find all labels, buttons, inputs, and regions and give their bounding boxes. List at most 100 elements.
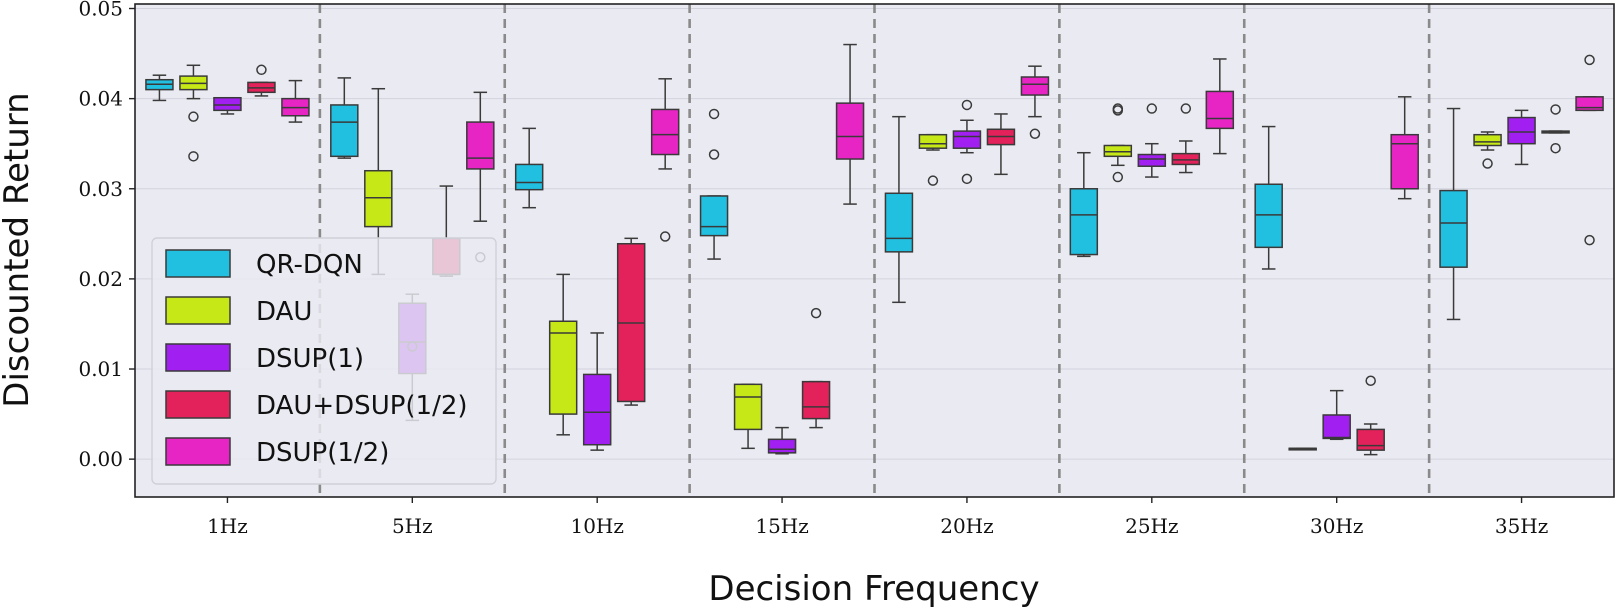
legend-label: DSUP(1/2) [256,438,389,468]
outlier-point [1584,234,1595,246]
box [1507,109,1536,166]
legend-item: DSUP(1) [165,343,364,374]
x-tick-label: 30Hz [1310,514,1363,538]
box [1322,389,1351,441]
legend-item: QR-DQN [165,249,363,280]
legend-label: QR-DQN [256,250,363,280]
legend-swatch [165,437,231,466]
legend-swatch [165,390,231,419]
box [835,43,865,205]
x-tick-label: 10Hz [570,514,623,538]
box-iqr [466,121,495,170]
x-tick-label: 20Hz [940,514,993,538]
box [986,113,1016,176]
box [650,78,680,242]
box [1205,58,1235,155]
box-iqr [733,383,763,431]
box-iqr [1254,183,1283,249]
box [1356,375,1385,456]
box [1390,96,1419,200]
legend-frame [151,237,497,485]
box-iqr [952,130,982,149]
x-tick-label: 5Hz [392,514,433,538]
outlier-point [256,64,267,76]
box-iqr [699,195,729,237]
box-iqr [1137,153,1167,167]
box-iqr [330,104,359,158]
legend-item: DAU+DSUP(1/2) [165,390,468,421]
outlier-point [1550,104,1561,115]
series-qr-dqn [145,74,1468,321]
x-tick-label: 1Hz [207,514,248,538]
outlier-point [1482,158,1493,169]
box-iqr [1069,188,1099,256]
y-tick-label: 0.03 [78,177,123,201]
box-iqr [213,96,242,112]
outlier-point [659,231,671,242]
outlier-point [927,175,939,186]
box-iqr [1020,76,1050,96]
legend-item: DAU [165,296,312,327]
y-axis-title: Discounted Return [0,92,37,407]
box-iqr [1322,414,1351,440]
plot-area-border [134,3,1615,498]
box-iqr [1439,189,1468,268]
x-tick-label: 15Hz [755,514,808,538]
box-iqr [514,163,544,191]
outlier-point [810,307,822,319]
box [699,108,729,260]
series-dsup-1-2- [281,43,1604,263]
box-iqr [767,438,797,454]
box-iqr [884,192,914,253]
series-dau [179,64,1502,451]
outlier-point [708,149,720,160]
box [466,91,495,263]
outlier-point [1112,105,1124,116]
box [1069,151,1099,258]
y-tick-label: 0.00 [78,447,123,471]
x-tick-label: 25Hz [1125,514,1178,538]
box-iqr [918,133,948,149]
box-iqr [1473,133,1502,147]
box [616,237,646,406]
box [801,307,831,429]
box-iqr [1390,133,1419,190]
box-iqr [1507,116,1536,145]
box-iqr [1205,90,1235,130]
outlier-point [1584,54,1595,66]
box [247,64,276,97]
y-axis-ticks: 0.00 0.01 0.02 0.03 0.04 0.05 [78,0,135,471]
x-axis-title: Decision Frequency [708,569,1039,609]
legend-label: DAU+DSUP(1/2) [256,391,468,421]
box-iqr [801,380,831,420]
box-iqr [582,373,612,446]
box [733,383,763,450]
outlier-point [188,111,199,122]
box [1103,103,1133,183]
box [364,87,393,276]
box [514,127,544,209]
box [918,133,948,186]
legend-label: DSUP(1) [256,344,364,374]
legend: QR-DQN DAU DSUP(1) DAU+DSUP(1/2) DSUP(1/2) [151,237,497,485]
outlier-point [961,173,973,185]
outlier-point [1029,128,1041,140]
y-tick-label: 0.01 [78,357,123,381]
box [1137,103,1167,178]
y-tick-label: 0.05 [78,0,123,21]
box [767,426,797,455]
box [884,115,914,304]
box [330,77,359,159]
box [145,74,174,102]
outlier-point [1146,103,1158,114]
box-iqr [835,102,865,160]
box-iqr [364,169,393,228]
box [952,99,982,185]
legend-item: DSUP(1/2) [165,437,389,468]
outlier-point [1180,103,1192,114]
box [1171,103,1201,174]
box [213,96,242,115]
box [1254,125,1283,270]
legend-swatch [165,296,231,325]
